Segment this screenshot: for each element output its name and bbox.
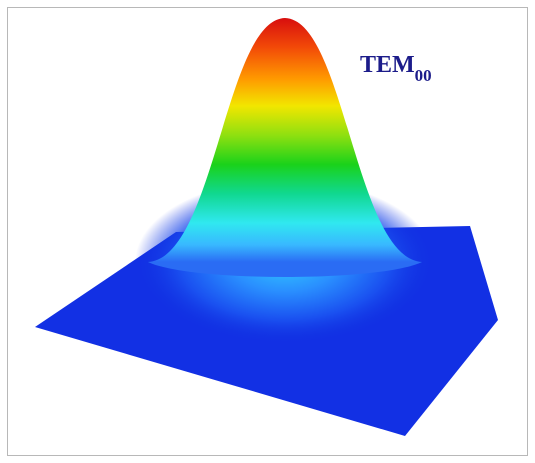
mode-label-main: TEM (360, 52, 415, 78)
figure: TEM00 (0, 0, 535, 463)
mode-label-subscript: 00 (415, 66, 432, 85)
